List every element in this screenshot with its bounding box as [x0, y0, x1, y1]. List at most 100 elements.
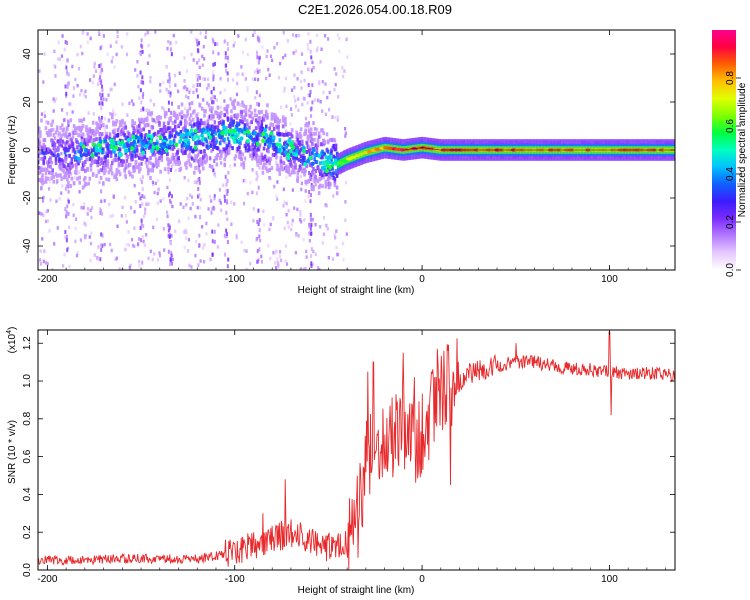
band-cell	[61, 161, 65, 166]
band-cell	[248, 125, 251, 130]
band-cell	[215, 156, 219, 161]
noise-speckle	[138, 192, 141, 196]
noise-speckle	[94, 69, 98, 73]
band-cell	[309, 127, 313, 132]
noise-speckle	[156, 201, 159, 206]
streak-speckle	[224, 55, 227, 60]
streak-speckle	[100, 232, 103, 237]
band-cell	[96, 160, 99, 165]
noise-speckle	[316, 46, 319, 50]
band-cell	[159, 115, 162, 120]
noise-speckle	[158, 253, 162, 258]
noise-speckle	[162, 197, 165, 201]
noise-speckle	[187, 178, 190, 183]
band-cell	[287, 131, 291, 136]
ridge-blob	[291, 145, 296, 150]
noise-speckle	[276, 41, 279, 46]
noise-speckle	[285, 129, 288, 134]
band-cell	[44, 150, 48, 155]
band-cell	[116, 128, 120, 133]
noise-speckle	[152, 182, 155, 187]
ridge-blob	[289, 142, 293, 148]
band-cell	[199, 149, 203, 154]
noise-speckle	[258, 137, 261, 141]
band-cell	[168, 145, 171, 150]
band-cell	[220, 110, 223, 115]
band-cell	[244, 112, 248, 117]
noise-speckle	[309, 114, 313, 118]
band-cell	[260, 109, 264, 114]
noise-speckle	[293, 206, 296, 210]
snr-y-label: SNR (10 * v/v)	[7, 420, 18, 484]
ridge-blob	[246, 139, 250, 144]
noise-speckle	[190, 30, 193, 34]
noise-speckle	[111, 158, 114, 163]
noise-speckle	[300, 181, 303, 186]
noise-speckle	[295, 33, 298, 38]
noise-speckle	[285, 201, 288, 206]
streak-speckle	[99, 257, 102, 262]
streak-speckle	[101, 211, 104, 216]
band-cell	[330, 150, 333, 155]
streak-speckle	[67, 211, 70, 216]
noise-speckle	[130, 99, 134, 103]
band-cell	[94, 132, 97, 137]
noise-speckle	[128, 267, 132, 270]
band-cell	[315, 148, 319, 153]
streak-speckle	[64, 40, 67, 45]
band-cell	[77, 161, 80, 166]
band-cell	[68, 170, 71, 175]
band-cell	[55, 128, 59, 133]
noise-speckle	[297, 33, 301, 38]
band-cell	[105, 151, 108, 156]
ridge-blob	[201, 127, 206, 132]
band-cell	[216, 152, 220, 157]
band-cell	[51, 139, 55, 144]
noise-speckle	[319, 60, 322, 64]
noise-speckle	[195, 73, 198, 77]
noise-speckle	[188, 151, 191, 155]
band-cell	[308, 162, 312, 167]
band-cell	[261, 126, 265, 131]
noise-speckle	[196, 205, 199, 210]
band-cell	[263, 142, 267, 147]
noise-speckle	[173, 73, 177, 78]
noise-speckle	[146, 30, 149, 35]
band-cell	[267, 135, 270, 140]
band-cell	[334, 146, 338, 151]
streak-speckle	[139, 196, 142, 201]
band-cell	[227, 150, 231, 155]
band-cell	[131, 174, 134, 179]
band-cell	[44, 126, 48, 131]
streak-speckle	[168, 79, 171, 84]
band-cell	[75, 138, 78, 143]
noise-speckle	[199, 31, 202, 35]
band-cell	[324, 154, 328, 159]
noise-speckle	[233, 202, 236, 206]
noise-speckle	[208, 140, 211, 145]
noise-speckle	[282, 187, 285, 192]
snr-scale-label: (x104)	[6, 327, 18, 354]
band-cell	[55, 125, 59, 130]
band-cell	[212, 114, 215, 119]
band-cell	[101, 181, 105, 186]
band-cell	[52, 179, 56, 184]
ridge-blob	[308, 155, 313, 161]
band-cell	[91, 172, 95, 177]
ridge-blob	[184, 132, 189, 137]
noise-speckle	[194, 214, 197, 219]
noise-speckle	[322, 232, 326, 237]
noise-speckle	[185, 230, 188, 235]
noise-speckle	[74, 77, 77, 82]
noise-speckle	[246, 191, 249, 196]
noise-speckle	[307, 121, 311, 125]
noise-speckle	[293, 95, 296, 99]
band-cell	[60, 133, 64, 138]
streak-speckle	[198, 149, 201, 154]
noise-speckle	[138, 143, 141, 148]
band-cell	[249, 114, 252, 119]
band-cell	[305, 164, 309, 169]
streak-speckle	[170, 194, 173, 199]
band-cell	[298, 140, 302, 145]
noise-speckle	[289, 107, 293, 111]
